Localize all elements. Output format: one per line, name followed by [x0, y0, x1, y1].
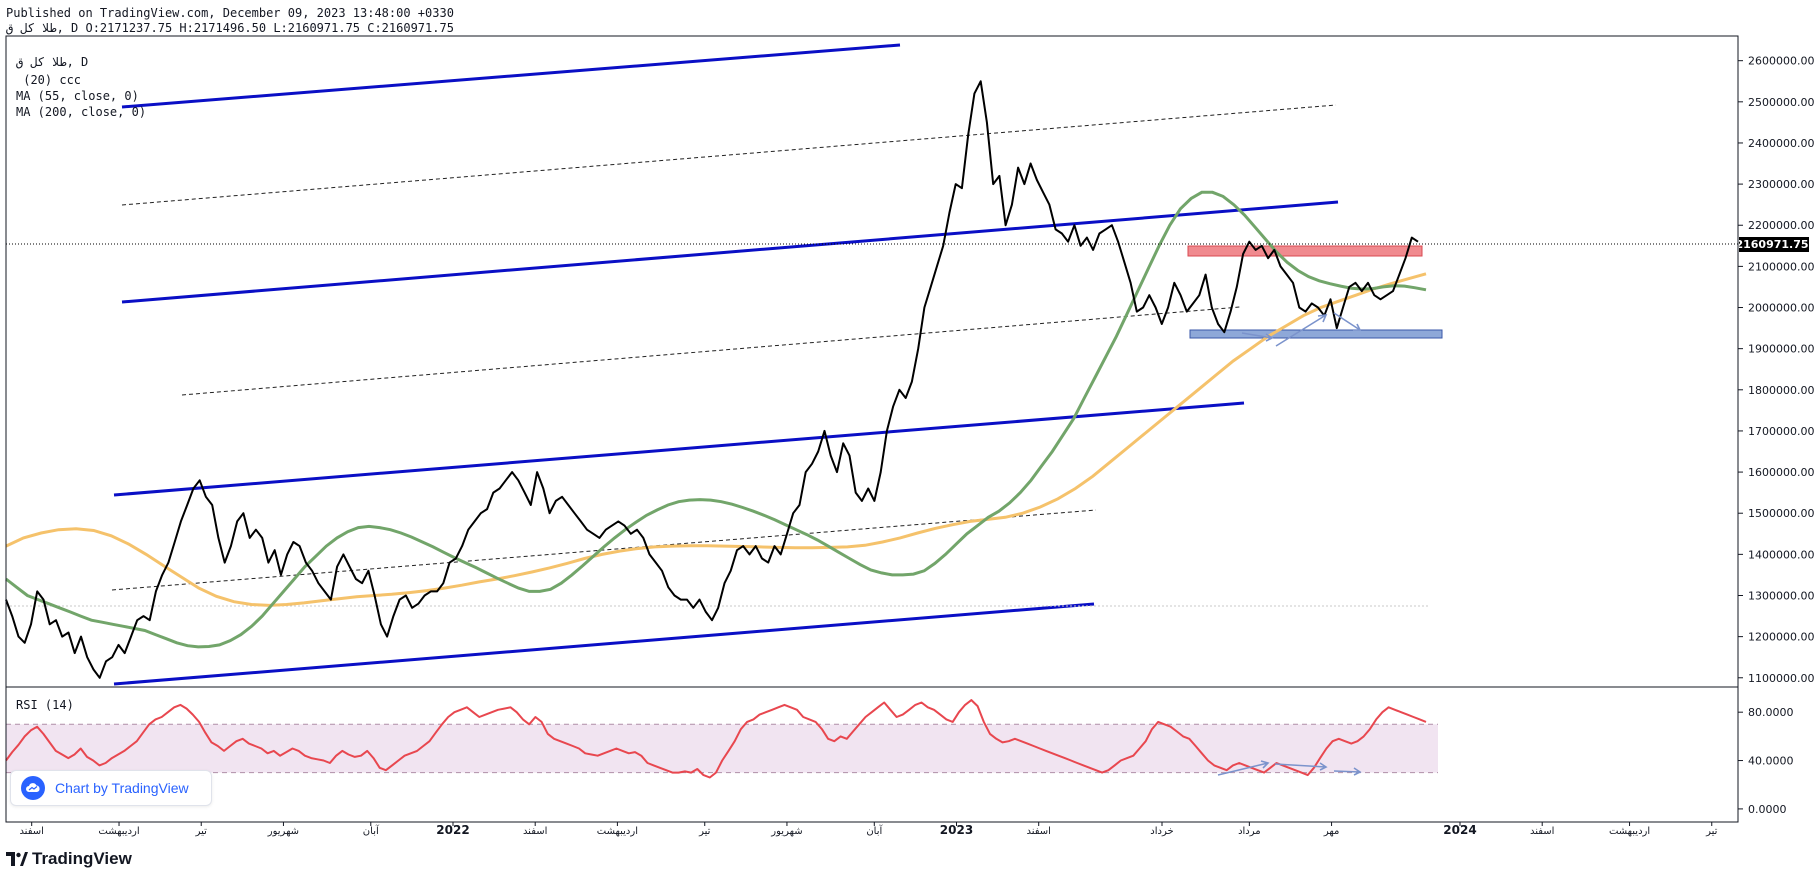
y-tick-label: 1300000.00 — [1748, 589, 1814, 602]
legend-ma55[interactable]: MA (55, close, 0) — [16, 89, 139, 103]
footer-brand: TradingView — [32, 849, 132, 868]
dashed-mid-lower[interactable] — [111, 509, 1097, 591]
last-price-badge — [1739, 237, 1809, 252]
tradingview-logo-icon — [6, 852, 28, 866]
x-tick-label: اسفند — [1026, 826, 1050, 837]
y-tick-label: 1700000.00 — [1748, 425, 1814, 438]
y-tick-label: 2100000.00 — [1748, 260, 1814, 273]
arrow-icon — [1333, 767, 1362, 776]
x-tick-label: اردیبهشت — [597, 826, 638, 837]
rsi-tick-label: 80.0000 — [1748, 706, 1794, 719]
dashed-mid-upper[interactable] — [181, 306, 1241, 396]
ma200-line[interactable] — [5, 272, 1427, 607]
x-tick-label: مرداد — [1238, 826, 1261, 837]
y-tick-label: 1100000.00 — [1748, 672, 1814, 685]
x-tick-label: خرداد — [1150, 826, 1173, 837]
x-tick-label: تیر — [1705, 826, 1718, 837]
plot-frame — [5, 35, 1739, 823]
arrow-icon — [1274, 762, 1328, 771]
last-price-text: 2160971.75 — [1735, 238, 1808, 251]
chart-by-tradingview-badge[interactable]: Chart by TradingView — [10, 770, 212, 806]
arrow-icon — [1275, 314, 1328, 347]
x-tick-label: آبان — [866, 824, 883, 837]
y-tick-label: 1500000.00 — [1748, 507, 1814, 520]
rsi-band — [6, 724, 1438, 773]
y-tick-label: 1800000.00 — [1748, 384, 1814, 397]
x-tick-label: شهریور — [770, 826, 802, 837]
cloud-icon — [21, 776, 45, 800]
y-tick-label: 1200000.00 — [1748, 631, 1814, 644]
legend-ma200[interactable]: MA (200, close, 0) — [16, 105, 147, 119]
y-tick-label: 2200000.00 — [1748, 219, 1814, 232]
y-tick-label: 2300000.00 — [1748, 178, 1814, 191]
supply-zone[interactable] — [1187, 245, 1423, 257]
x-tick-label: 2023 — [940, 823, 973, 837]
tradingview-footer[interactable]: TradingView — [6, 848, 132, 870]
channel-top-line[interactable] — [121, 43, 901, 109]
channel-bottom-line[interactable] — [113, 602, 1095, 686]
arrow-icon — [1241, 332, 1274, 342]
y-tick-label: 1600000.00 — [1748, 466, 1814, 479]
divergence-arrows — [1217, 312, 1362, 776]
x-tick-label: 2022 — [436, 823, 469, 837]
x-tick-label: 2024 — [1443, 823, 1476, 837]
x-tick-label: شهریور — [267, 826, 299, 837]
x-tick-label: آبان — [363, 824, 380, 837]
y-tick-label: 2500000.00 — [1748, 96, 1814, 109]
badge-label: Chart by TradingView — [55, 780, 189, 796]
x-tick-label: تیر — [698, 826, 711, 837]
published-line: Published on TradingView.com, December 0… — [6, 6, 454, 20]
x-tick-label: تیر — [195, 826, 208, 837]
arrow-icon — [1217, 760, 1270, 776]
x-tick-label: اسفند — [1530, 826, 1554, 837]
ohlc-line: طلا کل ق, D O:2171237.75 H:2171496.50 L:… — [6, 21, 454, 35]
ma55-line[interactable] — [5, 190, 1427, 649]
dashed-mid-top[interactable] — [121, 104, 1337, 206]
legend-ma20[interactable]: (20) ccc — [16, 73, 82, 87]
rsi-tick-label: 40.0000 — [1748, 755, 1794, 768]
price-line[interactable] — [5, 80, 1419, 679]
legend-symbol[interactable]: طلا کل ق, D — [16, 55, 89, 69]
y-tick-label: 1900000.00 — [1748, 343, 1814, 356]
x-tick-label: اسفند — [19, 826, 43, 837]
x-tick-label: اسفند — [523, 826, 547, 837]
y-tick-label: 2400000.00 — [1748, 137, 1814, 150]
demand-zone[interactable] — [1189, 329, 1443, 339]
legend-rsi[interactable]: RSI (14) — [16, 698, 74, 712]
x-tick-label: اردیبهشت — [98, 826, 139, 837]
channel-lower-line[interactable] — [113, 401, 1245, 497]
x-tick-label: مهر — [1323, 826, 1339, 837]
x-tick-label: اردیبهشت — [1609, 826, 1650, 837]
y-tick-label: 1400000.00 — [1748, 548, 1814, 561]
channel-upper-line[interactable] — [121, 200, 1339, 304]
arrow-icon — [1333, 312, 1362, 331]
rsi-line[interactable] — [5, 699, 1427, 779]
y-tick-label: 2000000.00 — [1748, 302, 1814, 315]
y-tick-label: 2600000.00 — [1748, 55, 1814, 68]
rsi-tick-label: 0.0000 — [1748, 803, 1787, 816]
